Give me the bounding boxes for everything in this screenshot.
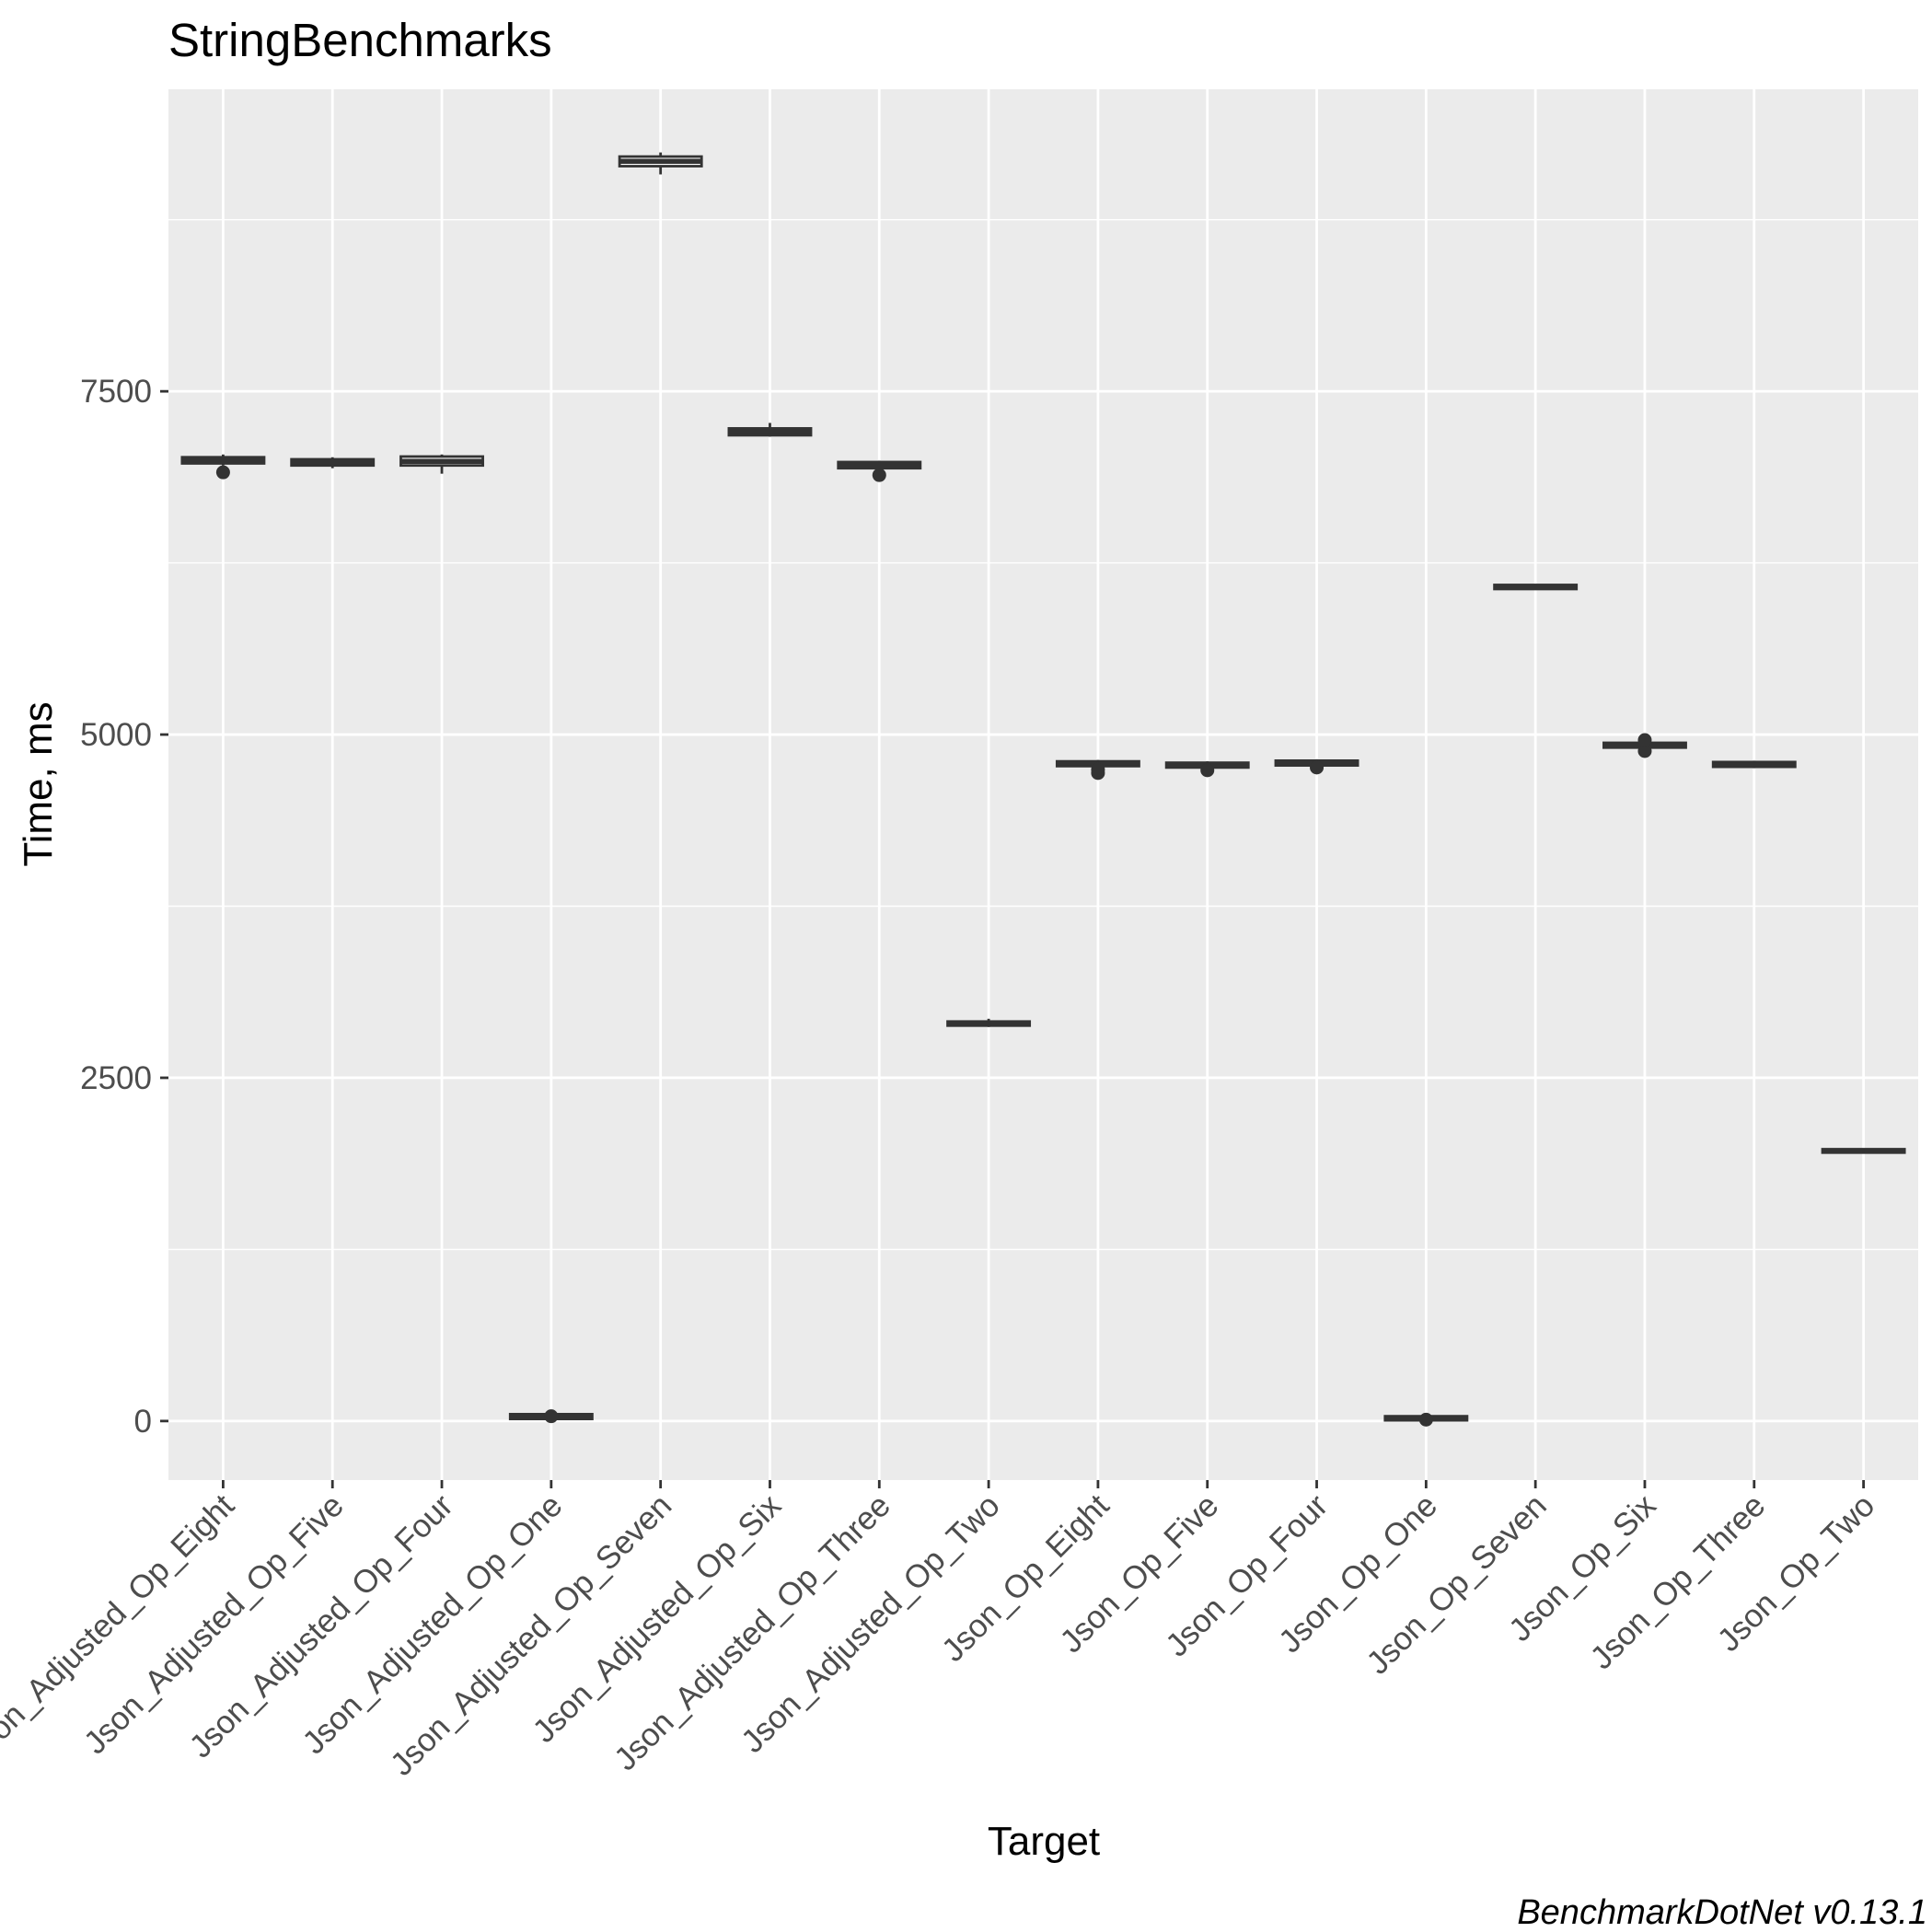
- y-tick-label: 0: [134, 1404, 152, 1440]
- y-tick-label: 7500: [80, 374, 152, 410]
- box-Json_Adjusted_Op_Seven: [618, 152, 703, 175]
- box-Json_Adjusted_Op_Two: [946, 1018, 1032, 1027]
- outlier-point: [1200, 763, 1215, 778]
- y-axis-title: Time, ms: [16, 701, 61, 866]
- box-Json_Op_Six: [1602, 733, 1687, 758]
- y-axis: 0 2500 5000 7500: [80, 374, 168, 1440]
- y-tick-label: 2500: [80, 1060, 152, 1096]
- outlier-point: [215, 465, 230, 480]
- box-Json_Adjusted_Op_Four: [399, 454, 484, 474]
- caption: BenchmarkDotNet v0.13.1: [1517, 1893, 1927, 1932]
- box-Json_Op_Four: [1274, 758, 1359, 775]
- outlier-point: [544, 1409, 559, 1424]
- box-series: [180, 152, 1906, 1427]
- major-gridlines: [168, 89, 1918, 1480]
- box-Json_Adjusted_Op_Eight: [180, 454, 266, 480]
- box-Json_Adjusted_Op_Six: [727, 422, 813, 437]
- y-tick-label: 5000: [80, 717, 152, 753]
- outlier-point: [1091, 762, 1105, 777]
- outlier-point: [872, 468, 886, 482]
- box-Json_Adjusted_Op_Three: [837, 460, 922, 482]
- outlier-point: [1637, 744, 1652, 758]
- outlier-point: [1637, 733, 1652, 747]
- box-Json_Adjusted_Op_One: [508, 1409, 594, 1424]
- chart-title: StringBenchmarks: [168, 14, 552, 66]
- box-Json_Op_Three: [1711, 760, 1797, 769]
- outlier-point: [1310, 760, 1325, 775]
- plot-panel: [168, 89, 1918, 1480]
- x-axis: Json_Adjusted_Op_EightJson_Adjusted_Op_F…: [0, 1480, 1881, 1783]
- box-Json_Op_Five: [1164, 761, 1250, 778]
- box-Json_Op_Eight: [1055, 759, 1140, 781]
- box-Json_Adjusted_Op_Five: [290, 457, 376, 469]
- minor-gridlines: [168, 219, 1918, 1251]
- box-Json_Op_One: [1383, 1412, 1469, 1427]
- outlier-point: [1418, 1412, 1433, 1427]
- box-Json_Op_Two: [1821, 1148, 1906, 1154]
- x-axis-title: Target: [988, 1819, 1100, 1864]
- box-Json_Op_Seven: [1493, 584, 1579, 591]
